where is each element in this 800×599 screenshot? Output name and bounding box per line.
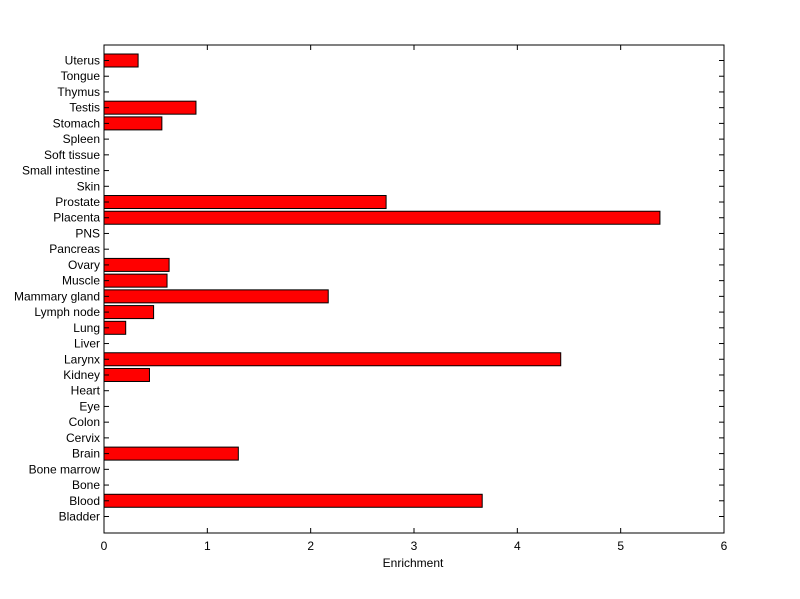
y-tick-label: Liver — [74, 337, 100, 351]
y-tick-label: Small intestine — [22, 164, 100, 178]
y-tick-label: Skin — [77, 179, 100, 193]
y-tick-label: Larynx — [64, 352, 100, 366]
y-tick-label: Ovary — [68, 258, 100, 272]
y-tick-label: Eye — [79, 399, 100, 413]
bar-larynx — [103, 352, 562, 367]
y-tick-label: Bone — [72, 478, 100, 492]
y-tick-label: Lung — [73, 321, 100, 335]
y-tick-label: Testis — [69, 101, 100, 115]
y-tick-label: Mammary gland — [14, 289, 100, 303]
x-tick-label: 3 — [411, 539, 418, 553]
y-tick-label: Prostate — [55, 195, 100, 209]
y-tick-label: Cervix — [66, 431, 100, 445]
y-tick-label: Thymus — [57, 85, 100, 99]
x-axis-ticks: 0 1 2 3 4 5 6 — [101, 45, 728, 553]
bar-ovary — [103, 257, 170, 272]
y-tick-label: Blood — [69, 494, 100, 508]
y-tick-label: Placenta — [53, 211, 100, 225]
x-tick-label: 0 — [101, 539, 108, 553]
bars-group — [103, 53, 661, 508]
y-tick-label: Tongue — [61, 69, 101, 83]
bar-blood — [103, 493, 483, 508]
x-tick-label: 1 — [204, 539, 211, 553]
bar-kidney — [103, 367, 150, 382]
y-tick-label: Kidney — [63, 368, 100, 382]
bar-brain — [103, 446, 239, 461]
y-tick-label: Colon — [69, 415, 100, 429]
x-axis-title: Enrichment — [383, 556, 444, 570]
y-tick-label: Lymph node — [34, 305, 100, 319]
bar-muscle — [103, 273, 168, 288]
y-tick-label: Soft tissue — [44, 148, 100, 162]
y-tick-label: Pancreas — [49, 242, 100, 256]
bar-lymph-node — [103, 305, 155, 320]
x-tick-label: 6 — [721, 539, 728, 553]
y-tick-label: Bone marrow — [29, 462, 101, 476]
bar-mammary-gland — [103, 289, 329, 304]
y-tick-label: Spleen — [63, 132, 100, 146]
x-tick-label: 2 — [307, 539, 314, 553]
y-tick-label: Brain — [72, 447, 100, 461]
y-tick-label: Bladder — [59, 510, 100, 524]
y-tick-label: Uterus — [65, 54, 100, 68]
x-tick-label: 5 — [617, 539, 624, 553]
bar-testis — [103, 100, 197, 115]
bar-placenta — [103, 210, 661, 225]
bar-stomach — [103, 116, 163, 131]
x-tick-label: 4 — [514, 539, 521, 553]
y-tick-label: Stomach — [53, 116, 100, 130]
y-tick-label: Heart — [71, 384, 101, 398]
y-tick-label: Muscle — [62, 274, 100, 288]
bar-prostate — [103, 195, 387, 210]
bar-uterus — [103, 53, 139, 68]
y-tick-label: PNS — [75, 226, 100, 240]
